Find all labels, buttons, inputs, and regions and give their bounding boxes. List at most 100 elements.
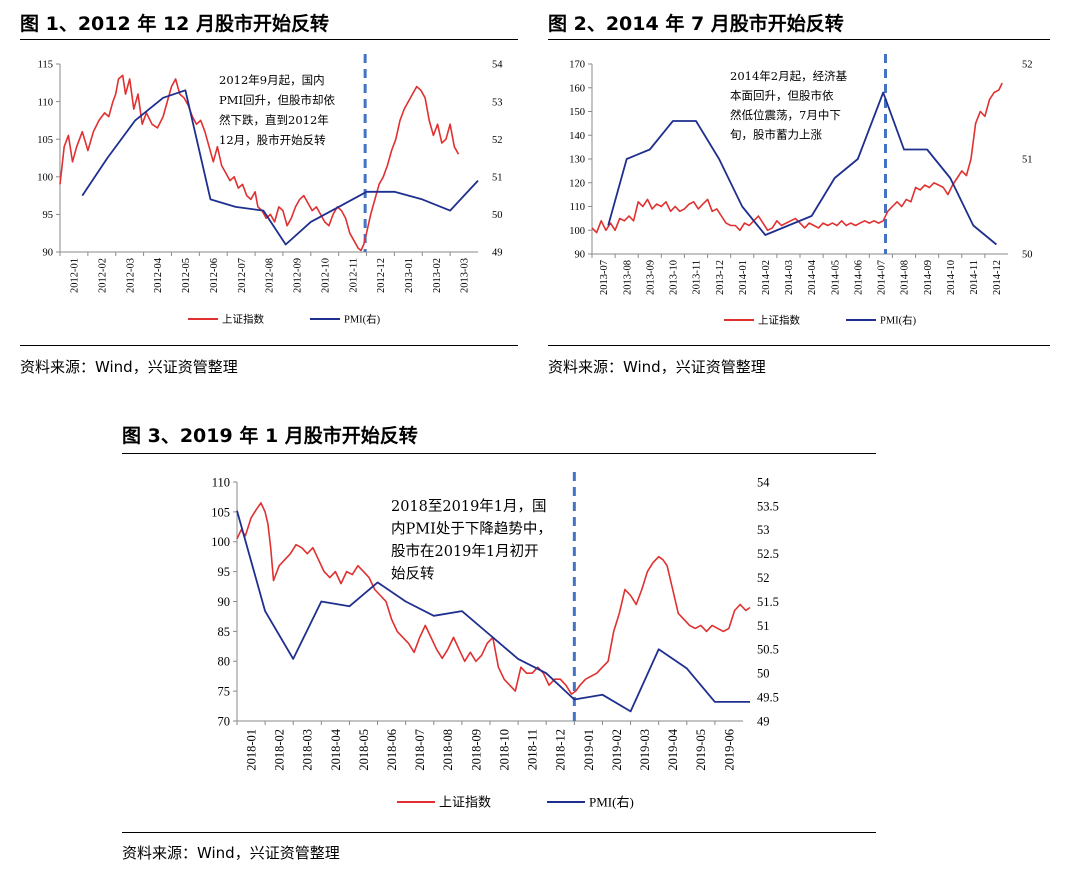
figure-3-top-rule <box>122 453 876 454</box>
annotation-line: 旬，股市蓄力上涨 <box>730 128 822 142</box>
y-tick-label: 75 <box>218 685 231 699</box>
annotation-line: 2014年2月起，经济基 <box>730 69 848 83</box>
y-tick-label: 120 <box>569 178 585 189</box>
x-tick-label: 2018-03 <box>301 729 315 771</box>
y2-tick-label: 50 <box>1022 250 1033 261</box>
figure-3-chart: 70 75 80 85 90 95 100 105 110 49 49.5 50 50.5 51 51.5 5… <box>211 472 779 810</box>
pmi-series-line <box>607 91 997 246</box>
x-tick-label: 2012-01 <box>70 258 81 293</box>
y2-tick-label: 52 <box>757 571 770 585</box>
y2-tick-label: 51 <box>492 172 503 183</box>
x-tick-label: 2013-07 <box>599 260 610 295</box>
pmi-series-line <box>81 89 479 246</box>
x-tick-label: 2012-11 <box>348 258 359 293</box>
x-tick-label: 2019-03 <box>638 729 652 771</box>
y2-tick-label: 53 <box>757 523 770 537</box>
y-tick-label: 140 <box>569 131 585 142</box>
figure-2-bottom-rule <box>548 345 1050 346</box>
y2-tick-label: 50 <box>757 667 770 681</box>
figure-3: 图 3、2019 年 1 月股市开始反转 70 75 80 85 90 95 100 105 1… <box>122 414 876 864</box>
y-tick-label: 100 <box>211 535 230 549</box>
y2-tick-label: 52.5 <box>757 547 779 561</box>
y-tick-label: 95 <box>218 565 231 579</box>
figure-2: 图 2、2014 年 7 月股市开始反转 90 100 110 120 130 140 15… <box>548 0 1050 390</box>
x-tick-label: 2018-10 <box>497 729 511 771</box>
y2-tick-label: 49.5 <box>757 690 779 704</box>
x-tick-label: 2019-05 <box>694 729 708 771</box>
x-tick-label: 2014-05 <box>830 260 841 295</box>
x-tick-label: 2019-01 <box>582 729 596 771</box>
x-tick-label: 2014-12 <box>992 260 1003 295</box>
legend-index-label: 上证指数 <box>222 313 264 326</box>
x-tick-label: 2018-08 <box>441 729 455 771</box>
x-tick-label: 2018-01 <box>244 729 258 771</box>
x-tick-label: 2014-01 <box>738 260 749 295</box>
x-tick-label: 2018-04 <box>329 728 343 770</box>
y-tick-label: 110 <box>212 475 230 489</box>
x-tick-label: 2013-02 <box>432 258 443 293</box>
figure-1-source: 资料来源：Wind，兴证资管整理 <box>20 358 238 376</box>
figure-3-source: 资料来源：Wind，兴证资管整理 <box>122 844 340 862</box>
y2-tick-label: 53 <box>492 97 503 108</box>
y-tick-label: 115 <box>38 60 53 71</box>
annotation-line: 2018至2019年1月，国 <box>391 498 547 515</box>
y-tick-label: 90 <box>218 595 231 609</box>
y-tick-label: 85 <box>218 625 231 639</box>
y-tick-label: 170 <box>569 60 585 71</box>
index-series-line <box>59 74 460 252</box>
y-tick-label: 90 <box>575 250 586 261</box>
pmi-series-line <box>236 510 750 713</box>
figure-2-chart: 90 100 110 120 130 140 150 160 170 50 51 52 2013-07 2… <box>569 54 1033 327</box>
y-tick-label: 95 <box>43 210 54 221</box>
x-tick-label: 2012-12 <box>376 258 387 293</box>
figure-1-bottom-rule <box>20 345 518 346</box>
x-tick-label: 2019-06 <box>722 729 736 771</box>
x-tick-label: 2012-06 <box>209 258 220 293</box>
x-tick-label: 2013-12 <box>715 260 726 295</box>
x-tick-label: 2012-07 <box>237 258 248 293</box>
x-tick-label: 2012-08 <box>265 258 276 293</box>
x-tick-label: 2014-02 <box>761 260 772 295</box>
figure-1-top-rule <box>20 39 518 40</box>
legend-pmi-label: PMI(右) <box>589 795 634 810</box>
x-tick-label: 2018-12 <box>554 729 568 771</box>
y-tick-label: 110 <box>570 202 585 213</box>
x-tick-label: 2013-09 <box>645 260 656 295</box>
y2-tick-label: 54 <box>757 475 770 489</box>
y-tick-label: 70 <box>218 714 231 728</box>
annotation-line: 股市在2019年1月初开 <box>391 543 539 560</box>
x-tick-label: 2014-11 <box>969 260 980 295</box>
x-tick-label: 2014-08 <box>900 260 911 295</box>
y2-tick-label: 51 <box>1022 155 1033 166</box>
x-tick-label: 2014-04 <box>807 259 818 295</box>
y2-tick-label: 53.5 <box>757 499 779 513</box>
x-tick-label: 2018-02 <box>273 729 287 771</box>
x-tick-label: 2012-03 <box>125 258 136 293</box>
x-tick-label: 2018-11 <box>526 729 540 770</box>
figure-1: 图 1、2012 年 12 月股市开始反转 90 95 100 105 110 115 49… <box>20 0 518 390</box>
legend-index-label: 上证指数 <box>758 314 800 327</box>
figure-2-title: 图 2、2014 年 7 月股市开始反转 <box>548 13 844 35</box>
x-tick-label: 2018-05 <box>357 729 371 771</box>
y2-tick-label: 51 <box>757 619 770 633</box>
y2-tick-label: 50 <box>492 210 503 221</box>
y-tick-label: 100 <box>569 226 585 237</box>
x-tick-label: 2014-10 <box>946 260 957 295</box>
x-tick-label: 2012-04 <box>153 257 164 293</box>
x-tick-label: 2012-05 <box>181 258 192 293</box>
y-tick-label: 105 <box>211 505 230 519</box>
index-series-line <box>591 82 1003 234</box>
y2-tick-label: 54 <box>492 60 503 71</box>
figure-1-chart: 90 95 100 105 110 115 49 50 51 52 53 54 2012-01 2012-… <box>37 54 503 326</box>
y-tick-label: 90 <box>43 248 54 259</box>
x-tick-label: 2013-03 <box>460 258 471 293</box>
annotation-line: 12月，股市开始反转 <box>219 133 326 147</box>
annotation-line: 内PMI处于下降趋势中， <box>391 521 552 538</box>
annotation-line: 本面回升，但股市依 <box>730 89 834 103</box>
legend-index-label: 上证指数 <box>439 795 491 810</box>
x-tick-label: 2012-02 <box>97 258 108 293</box>
figure-1-title: 图 1、2012 年 12 月股市开始反转 <box>20 13 330 35</box>
y-tick-label: 100 <box>37 172 53 183</box>
figure-3-title: 图 3、2019 年 1 月股市开始反转 <box>122 425 418 447</box>
y-tick-label: 80 <box>218 655 231 669</box>
